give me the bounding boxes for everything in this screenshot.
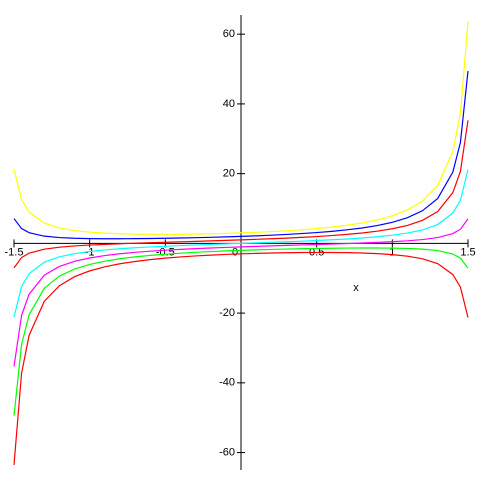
- x-tick-label: 0: [232, 246, 238, 258]
- y-tick-label: 20: [223, 168, 235, 180]
- curve: [13, 21, 469, 235]
- curve: [13, 251, 469, 466]
- x-tick-label: 1.5: [460, 246, 475, 258]
- x-tick-label: -0.5: [156, 246, 175, 258]
- x-tick-label: -1.5: [5, 246, 24, 258]
- y-tick-label: 40: [223, 98, 235, 110]
- y-tick-label: -20: [219, 307, 235, 319]
- curve: [13, 169, 469, 318]
- y-tick-label: -60: [219, 446, 235, 458]
- y-tick-label: -40: [219, 377, 235, 389]
- x-tick-label: -1: [85, 246, 95, 258]
- x-tick-label: 1: [389, 246, 395, 258]
- curve: [13, 218, 469, 367]
- x-axis-label: x: [353, 282, 359, 294]
- y-tick-label: 60: [223, 28, 235, 40]
- curve: [13, 70, 469, 240]
- curve: [13, 120, 469, 269]
- curve: [13, 247, 469, 416]
